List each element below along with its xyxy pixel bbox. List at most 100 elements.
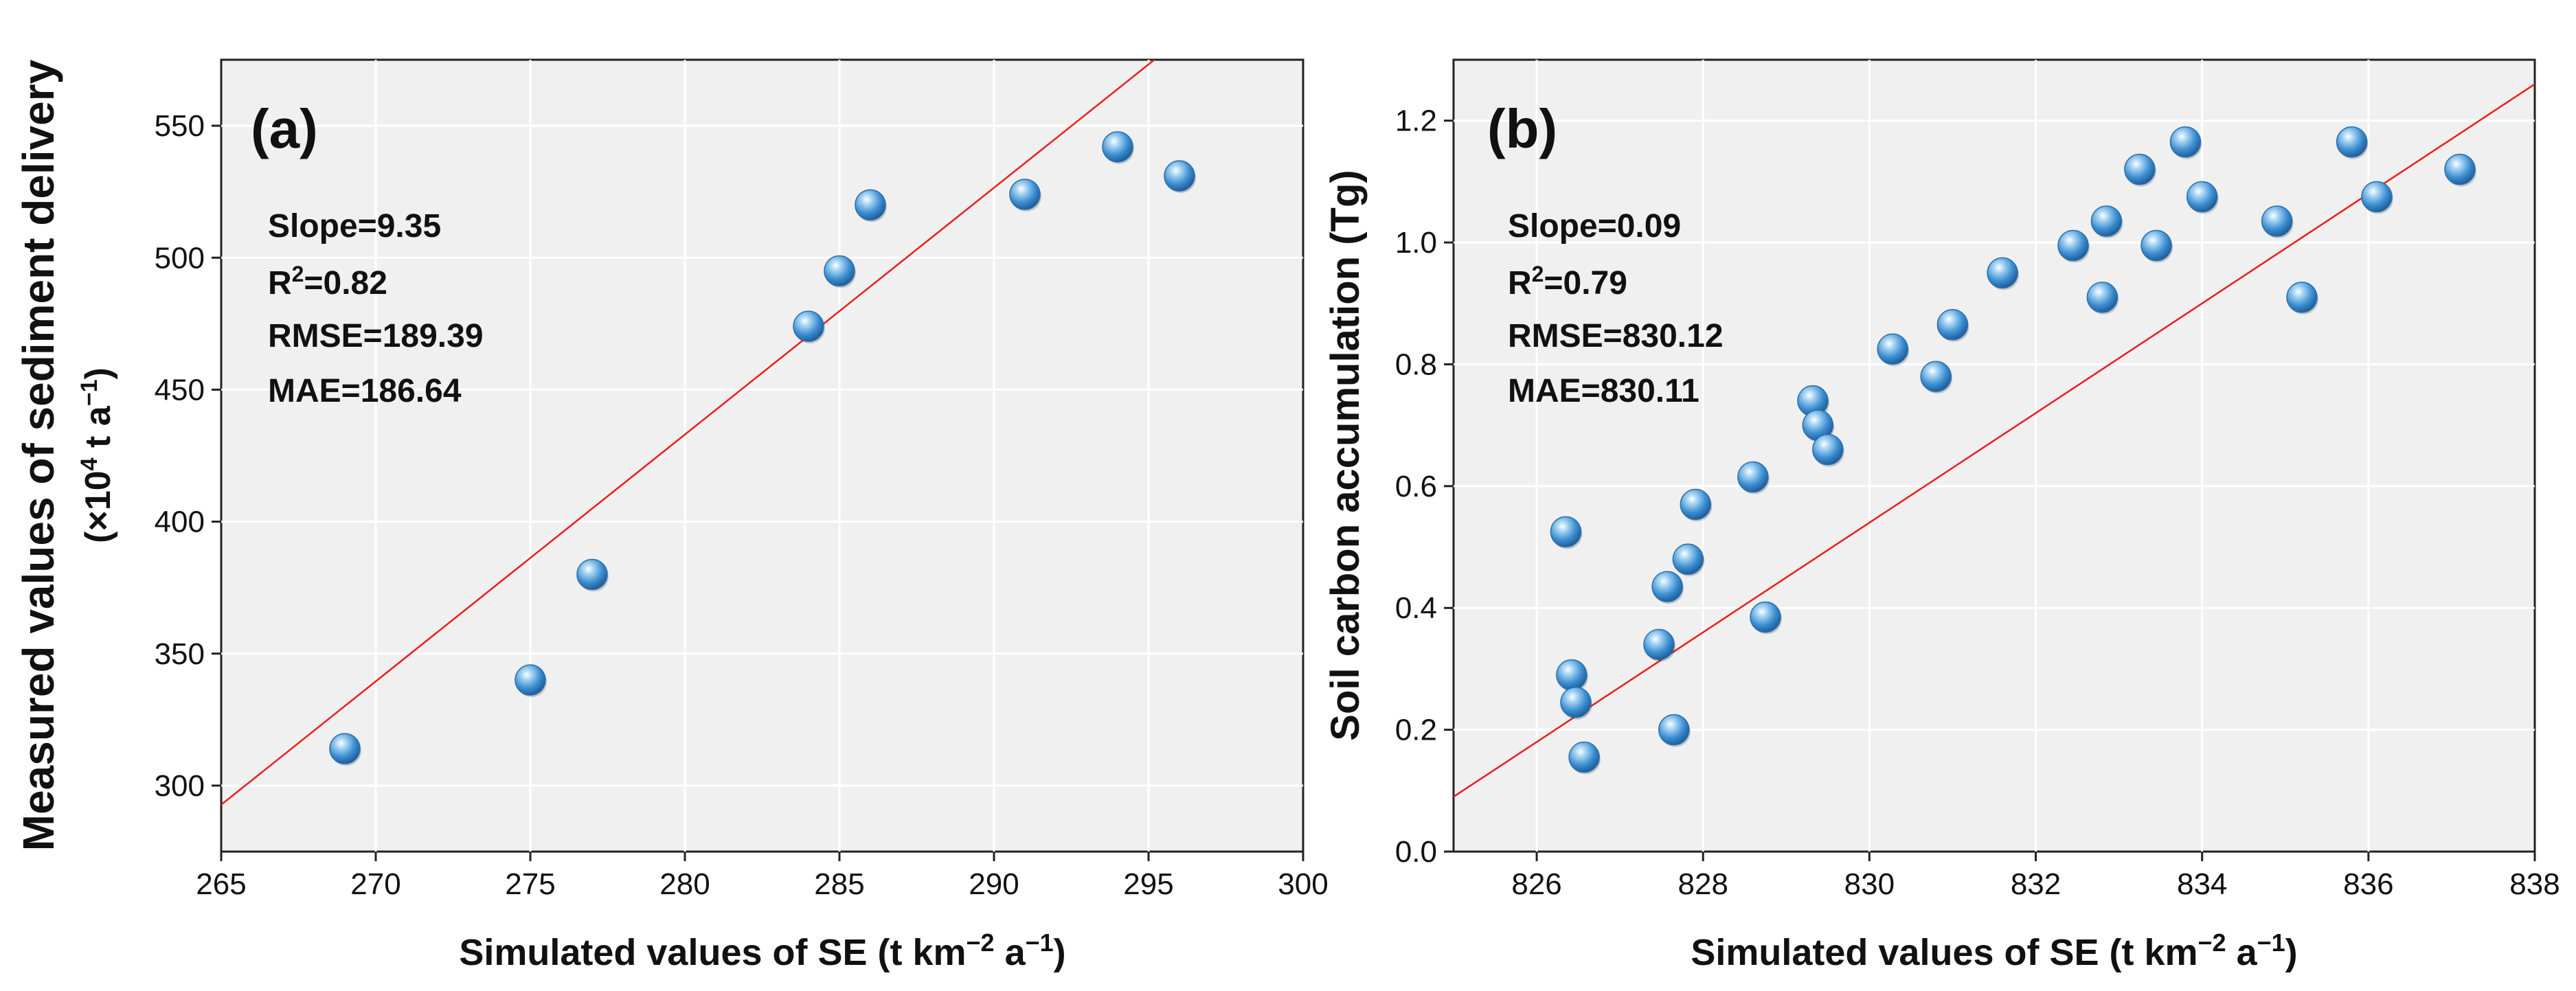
- plot-area-a: [220, 58, 1304, 853]
- y-ticks-b: 0.0 0.2 0.4 0.6 0.8 1.0 1.2: [1395, 104, 1454, 869]
- data-point-b: [1920, 361, 1953, 394]
- data-point-marker: [329, 733, 361, 764]
- fit-line-a: [221, 60, 1156, 806]
- data-point-marker: [793, 310, 824, 342]
- data-point-marker: [2336, 126, 2368, 158]
- panel-label-b: (b): [1487, 98, 1557, 159]
- data-point-a: [793, 310, 825, 344]
- y-tick-label: 450: [155, 373, 205, 407]
- data-point-b: [1812, 433, 1844, 467]
- data-point-b: [1737, 461, 1770, 494]
- y-tick-label: 0.4: [1395, 591, 1437, 625]
- data-point-marker: [1164, 160, 1195, 192]
- y-tick-label: 0.0: [1395, 835, 1437, 869]
- data-point-marker: [1737, 461, 1769, 493]
- x-tick-label: 275: [505, 867, 555, 901]
- y-axis-title-a-line2: (×104 t a−1): [76, 367, 118, 543]
- y-tick-label: 0.6: [1395, 470, 1437, 503]
- data-point-marker: [2169, 126, 2202, 158]
- data-point-marker: [1568, 741, 1600, 773]
- data-point-b: [2086, 282, 2119, 315]
- data-point-a: [824, 255, 856, 288]
- data-point-b: [2444, 153, 2477, 187]
- data-point-b: [2336, 126, 2369, 159]
- data-point-marker: [824, 255, 855, 287]
- data-point-b: [2124, 153, 2156, 187]
- data-point-marker: [515, 664, 546, 696]
- data-point-b: [1643, 628, 1676, 662]
- data-point-marker: [2261, 205, 2293, 237]
- data-point-b: [1651, 571, 1684, 604]
- data-point-a: [1102, 131, 1134, 164]
- panel-a: 265 270 275 280 285 290 295 300 300 350 400 450 500…: [14, 58, 1329, 974]
- data-point-b: [2057, 229, 2090, 263]
- y-tick-label: 400: [155, 505, 205, 539]
- data-point-a: [1164, 160, 1196, 194]
- data-point-b: [2186, 181, 2219, 214]
- y-tick-label: 1.0: [1395, 226, 1437, 260]
- x-tick-label: 832: [2011, 867, 2061, 901]
- data-point-b: [1560, 686, 1592, 720]
- y-axis-title-a-line1: Measured values of sediment delivery: [14, 59, 63, 851]
- data-points-b: [1550, 126, 2477, 775]
- data-point-b: [1750, 601, 1783, 635]
- data-point-marker: [2444, 153, 2476, 185]
- data-point-marker: [2086, 282, 2119, 313]
- data-point-marker: [1550, 516, 1582, 548]
- data-point-marker: [1920, 361, 1952, 392]
- x-axis-title-a: Simulated values of SE (t km−2 a−1): [459, 929, 1065, 974]
- data-point-marker: [2090, 205, 2123, 237]
- data-point-b: [1680, 488, 1713, 522]
- data-point-a: [329, 733, 361, 766]
- data-point-a: [855, 189, 887, 223]
- data-point-b: [2286, 282, 2318, 315]
- data-point-marker: [1102, 131, 1133, 163]
- data-point-marker: [2057, 229, 2089, 262]
- x-tick-label: 290: [969, 867, 1019, 901]
- y-tick-label: 300: [155, 769, 205, 803]
- plot-area-b: [1452, 58, 2536, 853]
- data-point-b: [2140, 229, 2173, 263]
- data-point-b: [2361, 181, 2393, 214]
- data-point-b: [1658, 714, 1691, 747]
- data-point-marker: [1658, 714, 1690, 746]
- data-point-marker: [576, 558, 608, 591]
- data-point-marker: [1556, 659, 1588, 691]
- data-point-marker: [855, 189, 886, 221]
- data-point-b: [2169, 126, 2202, 159]
- x-tick-label: 834: [2177, 867, 2227, 901]
- data-point-marker: [1643, 628, 1675, 661]
- stats-box-a: Slope=9.35 R2=0.82 RMSE=189.39 MAE=186.6…: [268, 208, 484, 409]
- stat-r2-b: R2=0.79: [1508, 262, 1627, 301]
- fit-line: [221, 60, 1156, 806]
- stat-slope-a: Slope=9.35: [268, 208, 441, 244]
- x-tick-label: 285: [814, 867, 864, 901]
- y-ticks-a: 300 350 400 450 500 550: [155, 109, 221, 803]
- gridlines-b: [1454, 60, 2535, 852]
- y-tick-label: 1.2: [1395, 104, 1437, 138]
- data-point-b: [2090, 205, 2123, 239]
- data-point-a: [1009, 179, 1041, 212]
- stat-r2-a: R2=0.82: [268, 262, 387, 301]
- y-axis-title-b: Soil carbon accumulation (Tg): [1323, 170, 1368, 740]
- x-tick-label: 838: [2509, 867, 2560, 901]
- data-point-marker: [1812, 433, 1844, 466]
- data-point-b: [1550, 516, 1583, 549]
- data-point-marker: [1936, 309, 1969, 341]
- data-point-marker: [1750, 601, 1781, 633]
- x-tick-label: 826: [1511, 867, 1561, 901]
- x-tick-label: 280: [659, 867, 710, 901]
- stat-mae-b: MAE=830.11: [1508, 373, 1699, 409]
- x-tick-label: 828: [1678, 867, 1728, 901]
- data-point-b: [1936, 309, 1969, 342]
- stat-rmse-a: RMSE=189.39: [268, 318, 484, 354]
- x-tick-label: 265: [196, 867, 246, 901]
- fit-line-b: [1454, 83, 2535, 798]
- y-tick-label: 550: [155, 109, 205, 143]
- y-tick-label: 0.8: [1395, 348, 1437, 381]
- data-point-marker: [1987, 257, 2018, 289]
- data-point-marker: [2286, 282, 2318, 313]
- x-tick-label: 830: [1844, 867, 1895, 901]
- data-point-marker: [1672, 543, 1704, 576]
